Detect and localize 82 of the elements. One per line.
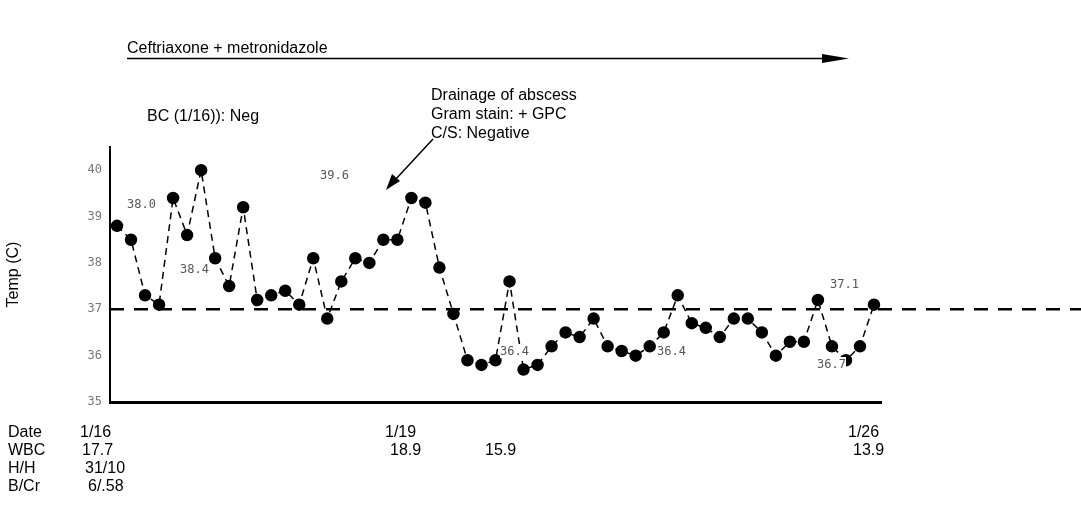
annotation: 36.7 [817,357,846,371]
point [293,298,306,311]
point [503,275,516,288]
point [236,201,250,214]
text: BC (1/16)): Neg [147,106,260,125]
point [475,358,488,372]
y-tick-label: 37 [87,301,102,316]
annotation: 36.4 [657,344,686,358]
y-tick-label: 39 [87,208,102,223]
point [727,312,741,325]
point [783,335,797,348]
text: Drainage of abscess Gram stain: + GPC C/S: Negative [431,85,577,142]
text: 1/16 [80,422,112,441]
point [643,340,656,353]
annotation: 37.1 [830,277,859,291]
point [377,233,390,246]
point [138,289,152,302]
text: 31/10 [85,458,126,477]
point [250,293,264,307]
annotation: 38.4 [180,262,209,276]
annotation: 36.4 [500,344,529,358]
point [559,326,572,339]
point [363,256,376,270]
text: 1/26 [848,422,880,441]
point [657,326,670,339]
point [629,349,642,362]
point [615,344,628,358]
y-tick-label: 38 [87,255,102,270]
point [335,275,348,288]
annotation: 38.0 [127,197,156,211]
annotation: 39.6 [320,168,349,182]
point [391,233,404,246]
point [349,252,362,265]
text: 13.9 [853,440,885,459]
point [713,330,727,344]
point [671,289,684,302]
point [517,363,530,376]
point [601,340,614,353]
text: B/Cr [8,476,40,495]
point [825,340,839,353]
y-tick-label: 35 [87,394,102,409]
point [811,293,825,307]
point [587,312,600,325]
y-tick-label: 40 [87,162,102,177]
point [867,298,881,311]
point [419,196,432,209]
point [180,228,194,242]
point [124,233,138,246]
point [769,349,783,362]
point [110,219,124,233]
point [531,358,544,372]
text: 17.7 [82,440,114,459]
text: WBC [8,440,46,459]
point [685,316,699,330]
point [741,312,755,325]
point [461,354,474,367]
point [853,340,867,353]
text: 1/19 [385,422,417,441]
point [307,252,320,265]
text: Date [8,422,42,441]
point [699,321,713,335]
point [222,279,236,293]
point [194,163,208,177]
point [573,330,586,344]
text: 6/.58 [88,476,124,495]
point [489,354,502,367]
point [545,340,558,353]
point [208,252,222,265]
y-axis-title: Temp (C) [4,241,22,308]
point [755,326,769,339]
point [321,312,334,325]
text: Ceftriaxone + metronidazole [127,38,328,57]
y-tick-label: 36 [87,347,102,362]
point [264,289,278,302]
text: H/H [8,458,36,477]
point [166,191,180,205]
point [278,284,292,297]
text: 15.9 [485,440,517,459]
text: 18.9 [390,440,422,459]
point [433,261,446,274]
point [405,191,418,205]
point [797,335,811,348]
